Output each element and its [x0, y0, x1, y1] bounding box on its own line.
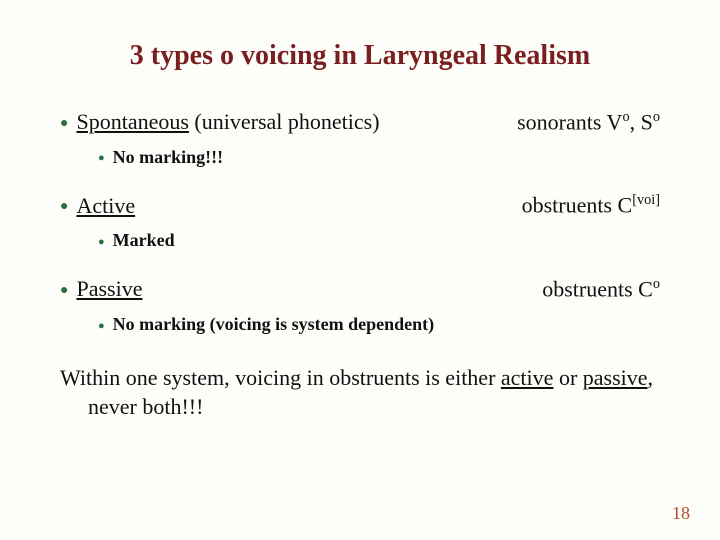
- bullet-icon: ●: [98, 320, 105, 332]
- summary-text: Within one system, voicing in obstruents…: [88, 363, 660, 422]
- right-pre: obstruents C: [542, 276, 653, 301]
- page-number: 18: [672, 503, 690, 524]
- slide-title: 3 types o voicing in Laryngeal Realism: [60, 40, 660, 72]
- item-label: Active: [76, 193, 135, 218]
- right-sup: [voi]: [632, 192, 660, 208]
- bullet-icon: ●: [98, 236, 105, 248]
- summary-mid: or: [553, 365, 582, 390]
- item-right: obstruents C[voi]: [522, 192, 660, 218]
- bullet-icon: ●: [98, 152, 105, 164]
- item-left: ● Spontaneous (universal phonetics): [60, 108, 380, 137]
- item-sub: ● No marking (voicing is system dependent…: [98, 314, 660, 335]
- right-pre: obstruents C: [522, 193, 633, 218]
- sub-text: No marking (voicing is system dependent): [113, 314, 435, 334]
- right-sup2: o: [653, 109, 660, 125]
- item-right: obstruents Co: [542, 276, 660, 302]
- list-item: ● Spontaneous (universal phonetics) sonor…: [60, 108, 660, 168]
- list-item: ● Active obstruents C[voi] ● Marked: [60, 192, 660, 252]
- item-row: ● Passive obstruents Co: [60, 275, 660, 304]
- bullet-icon: ●: [60, 116, 68, 131]
- summary-u2: passive: [583, 365, 648, 390]
- right-sup: o: [622, 109, 629, 125]
- bullet-icon: ●: [60, 283, 68, 298]
- right-pre: sonorants V: [517, 109, 622, 134]
- bullet-list: ● Spontaneous (universal phonetics) sonor…: [60, 108, 660, 335]
- item-sub: ● No marking!!!: [98, 147, 660, 168]
- sub-text: Marked: [113, 230, 175, 250]
- item-label: Spontaneous: [76, 109, 188, 134]
- summary-u1: active: [501, 365, 554, 390]
- right-sup: o: [653, 276, 660, 292]
- bullet-icon: ●: [60, 199, 68, 214]
- right-mid: , S: [630, 109, 653, 134]
- sub-text: No marking!!!: [113, 147, 224, 167]
- item-sub: ● Marked: [98, 230, 660, 251]
- item-row: ● Spontaneous (universal phonetics) sonor…: [60, 108, 660, 137]
- item-after: (universal phonetics): [189, 109, 380, 134]
- item-left: ● Active: [60, 192, 135, 221]
- item-right: sonorants Vo, So: [517, 109, 660, 135]
- summary-prefix: Within one system, voicing in obstruents…: [60, 365, 501, 390]
- item-row: ● Active obstruents C[voi]: [60, 192, 660, 221]
- item-left: ● Passive: [60, 275, 142, 304]
- slide: 3 types o voicing in Laryngeal Realism ●…: [0, 0, 720, 540]
- item-label: Passive: [76, 276, 142, 301]
- list-item: ● Passive obstruents Co ● No marking (voic…: [60, 275, 660, 335]
